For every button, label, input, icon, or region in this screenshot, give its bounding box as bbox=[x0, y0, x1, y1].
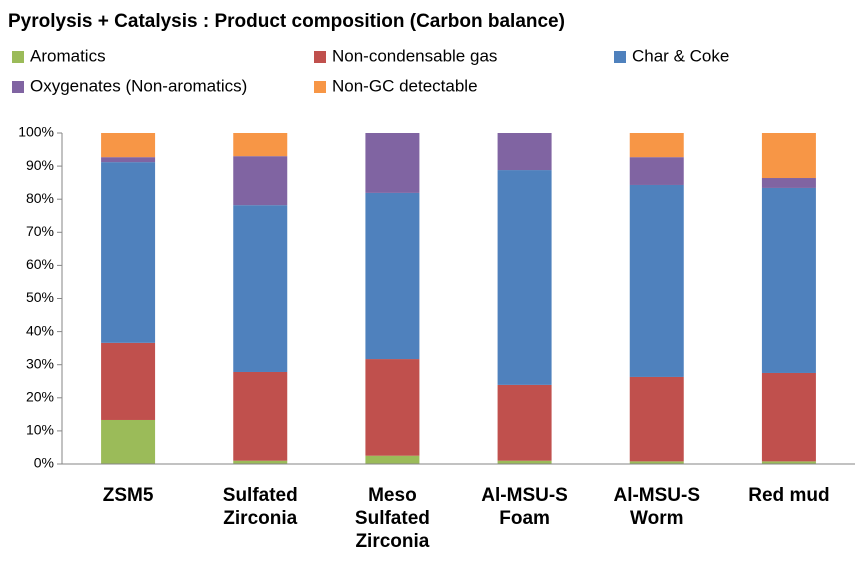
bar-segment bbox=[761, 372, 816, 462]
y-tick-label: 20% bbox=[26, 389, 54, 405]
bar-segment bbox=[629, 133, 684, 158]
bar-segment bbox=[497, 133, 552, 171]
legend-swatch bbox=[314, 51, 326, 63]
bar-segment bbox=[101, 133, 156, 158]
bar-segment bbox=[629, 157, 684, 185]
bar-segment bbox=[365, 359, 420, 456]
legend-label: Char & Coke bbox=[632, 46, 729, 65]
bar-segment bbox=[497, 384, 552, 461]
y-tick-label: 30% bbox=[26, 355, 54, 371]
bar-segment bbox=[233, 133, 288, 157]
bar-segment bbox=[233, 205, 288, 372]
y-tick-label: 60% bbox=[26, 256, 54, 272]
bar-segment bbox=[761, 178, 816, 188]
legend-label: Aromatics bbox=[30, 46, 106, 65]
x-tick-label: ZSM5 bbox=[102, 485, 154, 506]
bar-segment bbox=[761, 461, 816, 464]
bar-segment bbox=[629, 461, 684, 464]
y-tick-label: 40% bbox=[26, 322, 54, 338]
bar-segment bbox=[101, 342, 156, 420]
x-tick-label: Al-MSU-S Foam bbox=[481, 485, 568, 529]
y-tick-label: 80% bbox=[26, 190, 54, 206]
bar-segment bbox=[497, 460, 552, 464]
bar-segment bbox=[233, 371, 288, 461]
legend-swatch bbox=[314, 81, 326, 93]
x-tick-label: Sulfated Zirconia bbox=[222, 485, 298, 529]
legend-label: Oxygenates (Non-aromatics) bbox=[30, 76, 247, 95]
bar-segment bbox=[497, 170, 552, 385]
legend-swatch bbox=[12, 81, 24, 93]
y-tick-label: 90% bbox=[26, 157, 54, 173]
legend-swatch bbox=[614, 51, 626, 63]
bar-segment bbox=[365, 455, 420, 464]
x-tick-label: Red mud bbox=[748, 485, 830, 506]
bar-segment bbox=[629, 376, 684, 462]
bar-segment bbox=[761, 133, 816, 179]
chart-title: Pyrolysis + Catalysis : Product composit… bbox=[8, 11, 565, 32]
y-tick-label: 50% bbox=[26, 289, 54, 305]
bar-segment bbox=[365, 133, 420, 193]
bar-segment bbox=[101, 162, 156, 343]
bar-segment bbox=[101, 419, 156, 464]
y-tick-label: 0% bbox=[34, 455, 54, 471]
bar-segment bbox=[101, 157, 156, 163]
x-tick-label: Meso Sulfated Zirconia bbox=[354, 485, 430, 552]
bar-segment bbox=[233, 156, 288, 206]
y-tick-label: 70% bbox=[26, 223, 54, 239]
legend-label: Non-GC detectable bbox=[332, 76, 478, 95]
y-tick-label: 100% bbox=[18, 124, 54, 140]
legend-swatch bbox=[12, 51, 24, 63]
bar-segment bbox=[629, 184, 684, 377]
x-tick-label: Al-MSU-S Worm bbox=[613, 485, 701, 529]
legend-label: Non-condensable gas bbox=[332, 46, 497, 65]
y-tick-label: 10% bbox=[26, 422, 54, 438]
bar-segment bbox=[233, 460, 288, 464]
bar-segment bbox=[761, 187, 816, 373]
bar-segment bbox=[365, 192, 420, 360]
